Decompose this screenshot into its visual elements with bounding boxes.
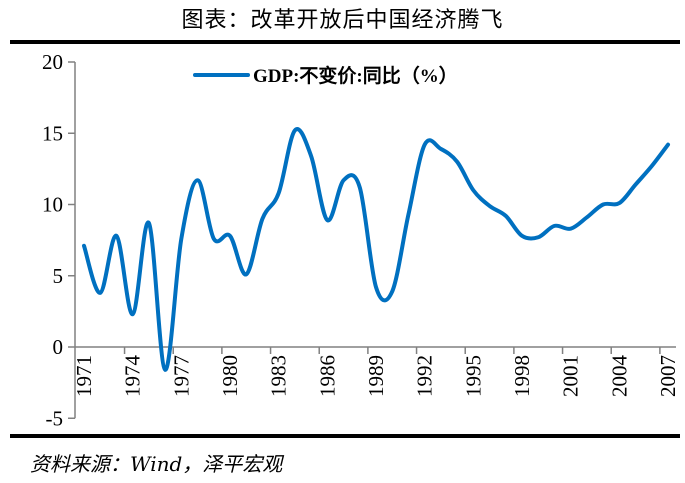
x-tick-label: 1980 <box>218 355 242 397</box>
source-note: 资料来源：Wind，泽平宏观 <box>30 452 283 476</box>
gdp-growth-line <box>82 127 670 372</box>
y-tick-label: 5 <box>53 264 64 288</box>
y-tick-label: 15 <box>42 121 63 145</box>
bottom-rule <box>10 434 680 438</box>
y-tick-label: 0 <box>53 335 64 359</box>
x-tick-label: 1989 <box>364 355 388 397</box>
x-tick-label: 2004 <box>607 355 631 398</box>
top-rule <box>10 40 680 44</box>
y-tick-label: 20 <box>42 50 63 74</box>
x-tick-label: 1998 <box>510 355 534 397</box>
y-tick-label: 10 <box>42 193 63 217</box>
y-tick-label: -5 <box>46 406 64 430</box>
x-tick-label: 2001 <box>559 355 583 397</box>
x-tick-label: 1992 <box>413 355 437 397</box>
x-tick-label: 1977 <box>169 355 193 397</box>
legend-label: GDP:不变价:同比（%） <box>253 64 458 87</box>
x-tick-label: 1974 <box>121 355 145 398</box>
x-tick-label: 1995 <box>461 355 485 397</box>
x-tick-label: 1983 <box>267 355 291 397</box>
x-tick-label: 1986 <box>315 355 339 397</box>
x-tick-label: 1971 <box>72 355 96 397</box>
x-tick-label: 2007 <box>656 355 680 397</box>
chart-title: 图表：改革开放后中国经济腾飞 <box>181 8 504 33</box>
